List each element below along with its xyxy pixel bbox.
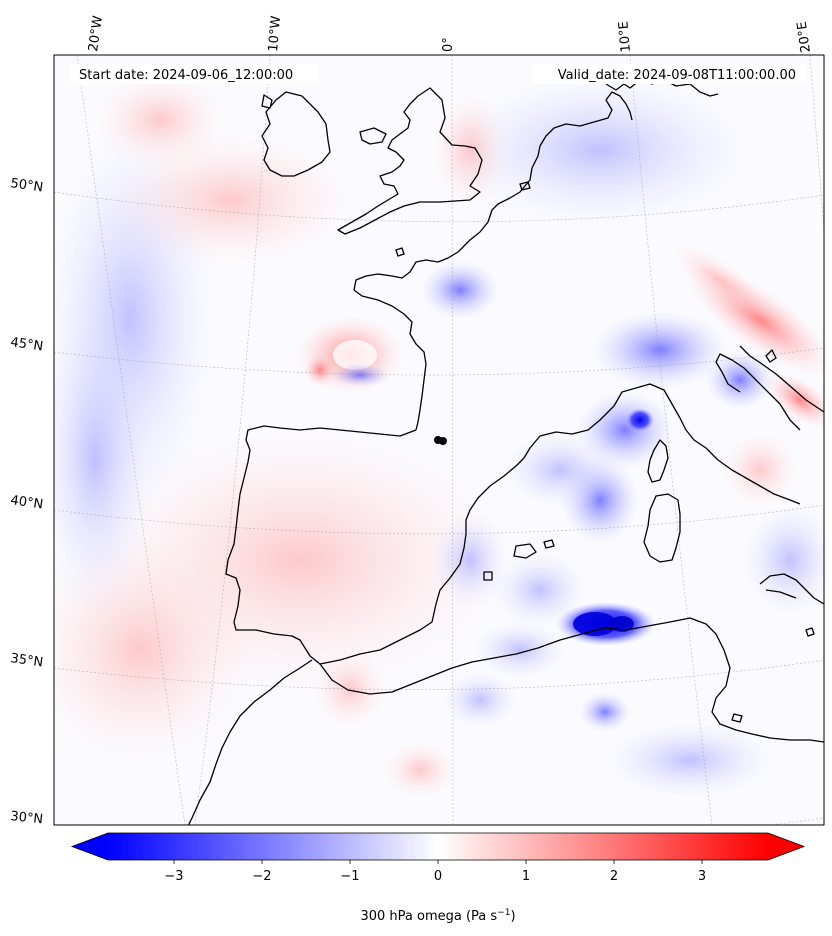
lat-label: 40°N <box>9 493 44 512</box>
lon-label: 0° <box>441 37 456 52</box>
lon-labels: 20°W 10°W 0° 10°E 20°E <box>86 15 814 54</box>
omega-blob <box>610 616 634 632</box>
colorbar-outline <box>70 832 806 861</box>
coast-sardinia <box>643 493 681 563</box>
coast-menorca <box>543 539 555 549</box>
coast-ireland <box>261 91 331 177</box>
coast-morocco-west <box>187 659 313 825</box>
marker-dots <box>434 436 447 445</box>
coast-mallorca <box>513 543 537 559</box>
omega-blob <box>590 310 730 390</box>
coast-france <box>353 231 481 431</box>
omega-blob <box>90 70 230 170</box>
coast-italy-sole <box>765 349 777 363</box>
coast-sicily <box>759 573 824 605</box>
coast-great-britain <box>337 87 483 235</box>
coast-malta <box>805 627 815 637</box>
meridian-0 <box>451 55 454 825</box>
lon-label: 10°W <box>266 15 284 52</box>
omega-blob <box>705 350 775 410</box>
coast-corsica <box>647 439 669 483</box>
lon-label: 20°E <box>795 20 814 53</box>
omega-blob <box>470 620 570 680</box>
coast-italy-east <box>715 353 801 431</box>
omega-blob <box>440 670 520 730</box>
colorbar-tick-label: 0 <box>434 869 442 884</box>
colorbar-tick-label: −1 <box>340 869 359 884</box>
colorbar-tick-label: −2 <box>252 869 271 884</box>
omega-blob <box>720 430 800 510</box>
start-date-box <box>70 64 318 84</box>
omega-blob <box>740 500 824 620</box>
omega-blob <box>573 612 617 636</box>
start-date-label: Start date: 2024-09-06_12:00:00 <box>79 68 293 83</box>
omega-blob <box>333 340 377 370</box>
parallel-35n <box>54 659 824 690</box>
omega-blob <box>669 241 771 319</box>
omega-blob <box>579 692 631 732</box>
coast-channel-islands <box>395 247 405 257</box>
omega-blob <box>54 300 155 620</box>
colorbar-extend-min <box>72 833 108 860</box>
colorbar-tick-label: 1 <box>522 869 530 884</box>
omega-field <box>54 70 824 800</box>
omega-blob <box>600 720 780 800</box>
coastlines <box>187 79 824 825</box>
parallel-50n <box>54 191 824 223</box>
lat-label: 50°N <box>9 176 44 195</box>
marker-dot <box>439 437 447 445</box>
colorbar: −3 −2 −1 0 1 2 3 300 hPa omega (Pa s−1) <box>70 832 806 924</box>
omega-blob <box>430 510 510 610</box>
omega-blob <box>440 70 760 230</box>
meridian-20w <box>76 55 186 825</box>
colorbar-label: 300 hPa omega (Pa s−1) <box>360 908 515 924</box>
coast-scotland-isles <box>261 94 273 109</box>
omega-blob <box>765 371 824 429</box>
map-panel: Start date: 2024-09-06_12:00:00 Valid_da… <box>54 55 824 825</box>
coast-north-europe <box>479 91 633 233</box>
valid-date-box <box>532 64 806 84</box>
omega-blob <box>490 550 590 630</box>
omega-blob <box>380 740 460 800</box>
valid-date-label: Valid_date: 2024-09-08T11:00:00.00 <box>558 68 796 83</box>
omega-blob <box>330 363 390 387</box>
omega-blob <box>420 260 500 320</box>
colorbar-ticks: −3 −2 −1 0 1 2 3 <box>164 860 706 884</box>
coast-adriatic <box>739 345 824 413</box>
coast-north-africa <box>319 617 824 743</box>
coast-sicily-2 <box>765 589 797 599</box>
colorbar-body <box>108 833 768 860</box>
omega-blob <box>304 354 336 386</box>
coast-ibiza <box>483 571 493 581</box>
lat-label: 35°N <box>9 651 44 670</box>
lon-label: 20°W <box>86 15 106 53</box>
lat-label: 45°N <box>9 335 44 354</box>
colorbar-tick-label: 2 <box>610 869 618 884</box>
parallel-40n <box>54 504 824 535</box>
lat-label: 30°N <box>10 809 44 827</box>
omega-blob <box>626 408 654 432</box>
coast-iberia <box>225 383 801 665</box>
lat-labels: 50°N 45°N 40°N 35°N 30°N <box>9 176 44 827</box>
omega-blob <box>430 90 510 210</box>
omega-blob <box>500 430 620 510</box>
colorbar-extend-max <box>768 833 804 860</box>
graticule <box>54 55 824 825</box>
coast-wales <box>359 127 387 145</box>
coast-djerba <box>731 713 743 723</box>
lon-label: 10°E <box>616 21 634 53</box>
colorbar-tick-label: 3 <box>698 869 706 884</box>
map-frame <box>53 54 825 826</box>
coast-islands-north <box>519 181 531 191</box>
colorbar-tick-label: −3 <box>164 869 183 884</box>
